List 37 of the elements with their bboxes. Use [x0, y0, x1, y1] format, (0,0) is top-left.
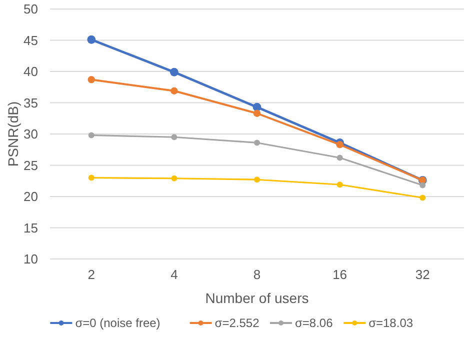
x-tick-label: 4 — [170, 267, 178, 282]
y-tick-label: 35 — [24, 95, 38, 110]
point — [252, 102, 262, 112]
x-tick-label: 16 — [332, 267, 348, 282]
point — [336, 141, 344, 148]
point — [336, 182, 343, 188]
legend-label: σ=18.03 — [368, 316, 414, 330]
point — [170, 68, 178, 76]
y-tick-label: 25 — [24, 158, 38, 173]
y-tick-label: 50 — [24, 2, 38, 17]
legend-label: σ=2.552 — [214, 316, 260, 330]
y-tick-label: 20 — [24, 189, 38, 204]
y-tick-label: 45 — [24, 32, 38, 48]
x-tick-label: 8 — [253, 267, 261, 282]
point — [420, 194, 426, 201]
point — [254, 176, 260, 183]
legend-label: σ=0 (noise free) — [75, 316, 160, 330]
point — [87, 35, 96, 44]
y-tick-label: 40 — [24, 64, 38, 80]
x-axis-title: Number of users — [205, 290, 309, 306]
legend-label: σ=8.06 — [295, 316, 334, 330]
y-axis-title: PSNR(dB) — [5, 101, 21, 167]
point — [170, 87, 178, 94]
y-tick-label: 30 — [24, 126, 38, 142]
point — [171, 134, 178, 140]
point — [88, 132, 94, 138]
point — [171, 175, 178, 182]
x-tick-label: 32 — [415, 267, 430, 282]
point — [254, 140, 260, 146]
x-tick-label: 2 — [88, 267, 96, 282]
point — [253, 110, 261, 117]
point — [336, 154, 343, 161]
point — [88, 174, 94, 181]
y-tick-label: 10 — [24, 252, 38, 267]
y-tick-label: 15 — [24, 220, 38, 236]
point — [88, 76, 95, 84]
point — [420, 182, 426, 188]
